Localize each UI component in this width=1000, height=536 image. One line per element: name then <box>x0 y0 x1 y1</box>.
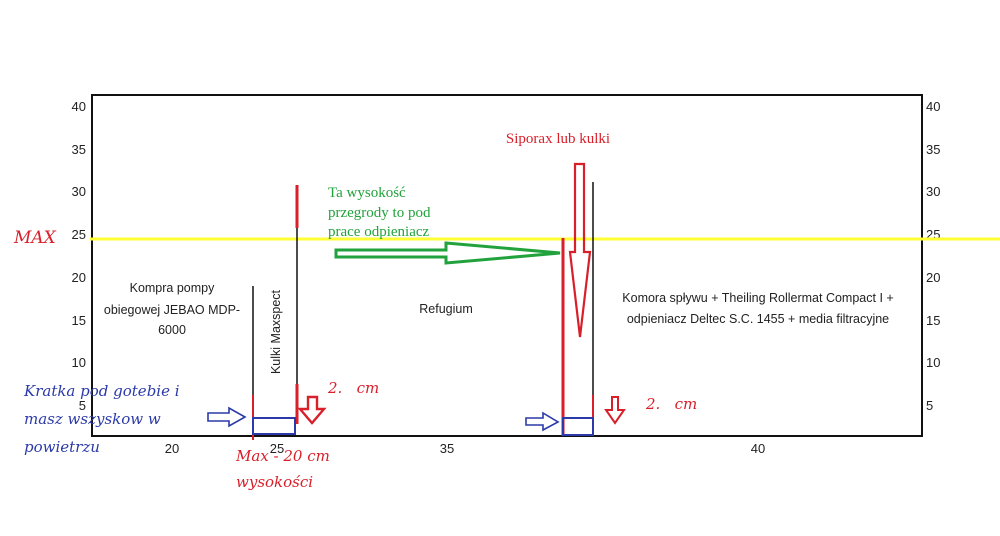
red-down-arrow-right <box>604 396 626 425</box>
right-tick: 10 <box>926 355 940 370</box>
drain-label-line: Komora spływu + Theiling Rollermat Compa… <box>622 291 893 305</box>
left-tick: 40 <box>72 99 86 114</box>
siporax-down-arrow <box>568 162 592 338</box>
drain-chamber-label: Komora spływu + Theiling Rollermat Compa… <box>622 291 893 326</box>
right-tick: 40 <box>926 99 940 114</box>
drain-label-line: odpieniacz Deltec S.C. 1455 + media filt… <box>627 312 889 326</box>
right-axis-ticks: 40 35 30 25 20 15 10 5 <box>926 99 940 413</box>
red-down-arrow-left <box>297 395 327 425</box>
bottom-tick: 25 <box>270 441 284 456</box>
maxspect-label: Kulki Maxspect <box>269 289 283 374</box>
green-annotation-line: Ta wysokość <box>328 185 406 201</box>
right-tick: 20 <box>926 270 940 285</box>
left-axis-ticks: 40 35 30 25 20 15 10 5 <box>72 99 86 413</box>
left-tick: 25 <box>72 227 86 242</box>
max-height-note: Max - 20 cm wysokości <box>235 447 330 491</box>
pump-chamber-label: Kompra pompy obiegowej JEBAO MDP- 6000 <box>104 281 240 337</box>
grate-right <box>562 417 594 436</box>
green-annotation-line: przegrody to pod <box>328 205 431 221</box>
max-label: MAX <box>13 228 57 248</box>
grate-note-line: Kratka pod gotebie i <box>23 382 180 400</box>
grate-note-line: masz wszyskow w <box>24 410 161 428</box>
left-tick: 5 <box>79 398 86 413</box>
pump-label-line: obiegowej JEBAO MDP- <box>104 303 240 317</box>
right-tick: 15 <box>926 313 940 328</box>
left-tick: 15 <box>72 313 86 328</box>
blue-arrow-right <box>525 411 560 432</box>
grate-note: Kratka pod gotebie i masz wszyskow w pow… <box>23 382 180 456</box>
left-tick: 20 <box>72 270 86 285</box>
green-right-arrow <box>334 241 561 265</box>
bottom-axis-ticks: 20 25 35 40 <box>165 441 765 456</box>
bottom-tick: 40 <box>751 441 765 456</box>
refugium-label: Refugium <box>419 302 473 316</box>
grate-left <box>252 417 296 435</box>
bottom-tick: 20 <box>165 441 179 456</box>
green-annotation-line: prace odpieniacz <box>328 224 430 240</box>
right-tick: 5 <box>926 398 933 413</box>
right-tick: 35 <box>926 142 940 157</box>
grate-note-line: powietrzu <box>24 438 100 456</box>
blue-arrow-left <box>207 406 247 428</box>
plot-frame <box>91 94 923 437</box>
left-tick: 10 <box>72 355 86 370</box>
green-annotation: Ta wysokość przegrody to pod prace odpie… <box>328 185 431 240</box>
pump-label-line: Kompra pompy <box>130 281 216 295</box>
siporax-caption: Siporax lub kulki <box>506 131 610 147</box>
left-tick: 30 <box>72 184 86 199</box>
left-tick: 35 <box>72 142 86 157</box>
right-tick: 30 <box>926 184 940 199</box>
pump-label-line: 6000 <box>158 323 186 337</box>
bottom-tick: 35 <box>440 441 454 456</box>
gap-2cm-left: 2. cm <box>327 379 379 397</box>
max-height-note-line: wysokości <box>236 473 313 491</box>
gap-2cm-right: 2. cm <box>645 395 697 413</box>
max-height-note-line: Max - 20 cm <box>235 447 330 465</box>
